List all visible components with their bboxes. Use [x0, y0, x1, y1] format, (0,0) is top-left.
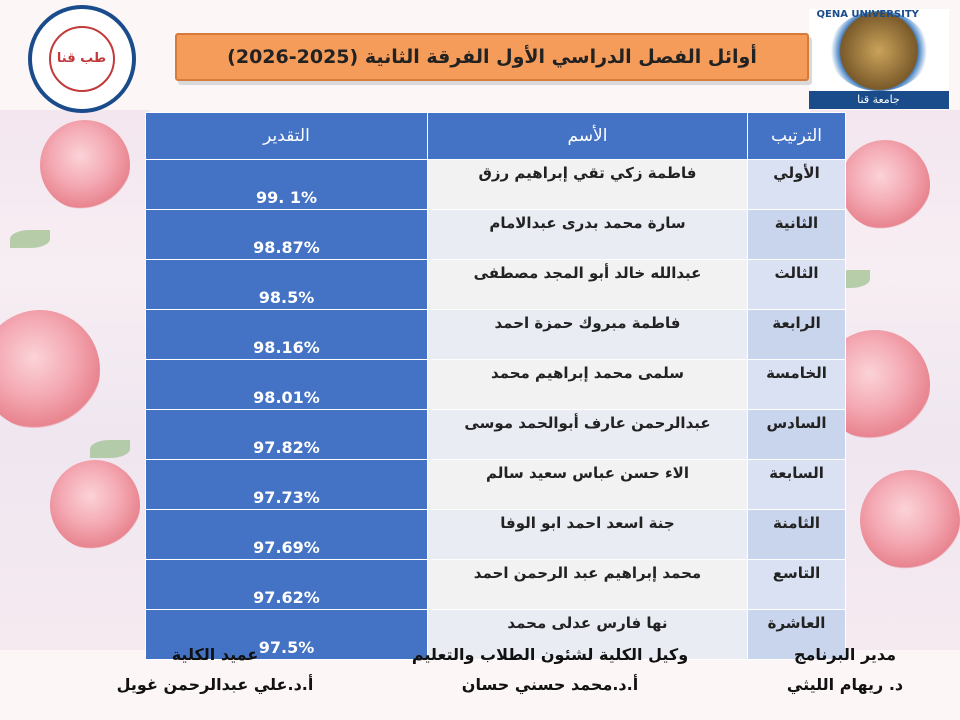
grade-cell: 98.01%	[145, 359, 428, 410]
name-cell: جنة اسعد احمد ابو الوفا	[427, 509, 748, 560]
signature-role: مدير البرنامج	[793, 645, 897, 664]
name-cell: فاطمة زكي تقي إبراهيم رزق	[427, 159, 748, 210]
table-row: الثالث عبدالله خالد أبو المجد مصطفى 98.5…	[145, 259, 846, 310]
grade-cell: 97.62%	[145, 559, 428, 610]
name-cell: عبدالرحمن عارف أبوالحمد موسى	[427, 409, 748, 460]
grade-cell: 97.73%	[145, 459, 428, 510]
header-grade: التقدير	[145, 112, 428, 160]
rank-cell: الأولي	[747, 159, 846, 210]
header-rank: الترتيب	[747, 112, 846, 160]
table-row: السادس عبدالرحمن عارف أبوالحمد موسى 97.8…	[145, 409, 846, 460]
ranking-table: الترتيب الأسم التقدير الأولي فاطمة زكي ت…	[145, 112, 846, 660]
faculty-seal-label: طب قنا	[48, 25, 115, 92]
signature-role: وكيل الكلية لشئون الطلاب والتعليم	[411, 645, 689, 664]
leaf-decoration	[90, 440, 130, 458]
grade-cell: 98.5%	[145, 259, 428, 310]
name-cell: سلمى محمد إبراهيم محمد	[427, 359, 748, 410]
signature-program-director: مدير البرنامج د. ريهام الليثي	[745, 640, 945, 700]
grade-cell: 97.82%	[145, 409, 428, 460]
university-logo: QENA UNIVERSITY جامعة قنا	[801, 6, 956, 111]
signature-name: د. ريهام الليثي	[786, 675, 904, 694]
grade-cell: 99. 1%	[145, 159, 428, 210]
signature-dean: عميد الكلية أ.د.علي عبدالرحمن غويل	[60, 640, 370, 700]
table-row: الثانية سارة محمد بدرى عبدالامام 98.87%	[145, 209, 846, 260]
table-row: الثامنة جنة اسعد احمد ابو الوفا 97.69%	[145, 509, 846, 560]
rank-cell: الخامسة	[747, 359, 846, 410]
rose-decoration	[50, 460, 140, 550]
faculty-logo: طب قنا	[4, 4, 159, 113]
rank-cell: التاسع	[747, 559, 846, 610]
signature-name: أ.د.محمد حسني حسان	[461, 675, 639, 694]
table-row: الرابعة فاطمة مبروك حمزة احمد 98.16%	[145, 309, 846, 360]
signature-vice-dean: وكيل الكلية لشئون الطلاب والتعليم أ.د.مح…	[370, 640, 730, 700]
name-cell: محمد إبراهيم عبد الرحمن احمد	[427, 559, 748, 610]
rank-cell: السادس	[747, 409, 846, 460]
name-cell: سارة محمد بدرى عبدالامام	[427, 209, 748, 260]
name-cell: الاء حسن عباس سعيد سالم	[427, 459, 748, 510]
table-row: العاشرة نها فارس عدلى محمد 97.5%	[145, 609, 846, 660]
name-cell: فاطمة مبروك حمزة احمد	[427, 309, 748, 360]
rank-cell: الثانية	[747, 209, 846, 260]
table-row: السابعة الاء حسن عباس سعيد سالم 97.73%	[145, 459, 846, 510]
grade-cell: 98.87%	[145, 209, 428, 260]
leaf-decoration	[10, 230, 50, 248]
emblem-circle	[828, 10, 929, 91]
university-arc-label: QENA UNIVERSITY	[816, 8, 919, 20]
grade-cell: 97.69%	[145, 509, 428, 560]
table-row: التاسع محمد إبراهيم عبد الرحمن احمد 97.6…	[145, 559, 846, 610]
rose-decoration	[40, 120, 130, 210]
faculty-seal-icon: طب قنا	[27, 4, 136, 113]
university-bar-label: جامعة قنا	[808, 90, 949, 109]
rank-cell: الثامنة	[747, 509, 846, 560]
table-row: الأولي فاطمة زكي تقي إبراهيم رزق 99. 1%	[145, 159, 846, 210]
rose-decoration	[860, 470, 960, 570]
university-emblem-icon: QENA UNIVERSITY جامعة قنا	[808, 8, 949, 109]
header-name: الأسم	[427, 112, 748, 160]
page-title: أوائل الفصل الدراسي الأول الفرقة الثانية…	[175, 33, 809, 81]
signature-role: عميد الكلية	[171, 645, 259, 664]
rank-cell: الثالث	[747, 259, 846, 310]
left-floral-panel	[0, 110, 150, 650]
rank-cell: العاشرة	[747, 609, 846, 660]
name-cell: عبدالله خالد أبو المجد مصطفى	[427, 259, 748, 310]
rose-decoration	[840, 140, 930, 230]
name-cell: نها فارس عدلى محمد	[427, 609, 748, 660]
grade-cell: 98.16%	[145, 309, 428, 360]
rose-decoration	[0, 310, 100, 430]
table-header-row: الترتيب الأسم التقدير	[145, 112, 846, 160]
table-row: الخامسة سلمى محمد إبراهيم محمد 98.01%	[145, 359, 846, 410]
rank-cell: الرابعة	[747, 309, 846, 360]
grade-cell: 97.5%	[145, 609, 428, 660]
rank-cell: السابعة	[747, 459, 846, 510]
signature-name: أ.د.علي عبدالرحمن غويل	[116, 675, 314, 694]
